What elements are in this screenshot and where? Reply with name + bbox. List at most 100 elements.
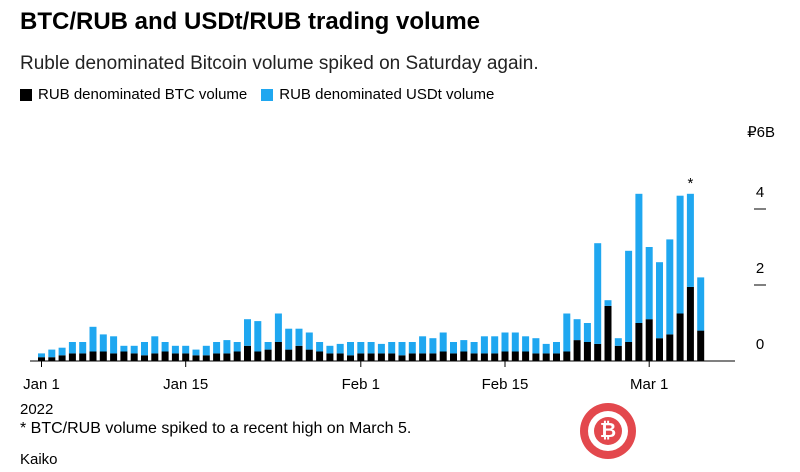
bar-btc-41: [460, 351, 468, 361]
x-year-label: 2022: [20, 401, 53, 418]
bar-usdt-50: [553, 342, 560, 354]
bar-usdt-18: [223, 340, 231, 354]
bar-usdt-46: [511, 332, 519, 352]
bar-usdt-14: [182, 345, 190, 354]
bar-btc-61: [666, 334, 674, 361]
bar-usdt-20: [244, 319, 251, 346]
bar-btc-0: [38, 357, 45, 361]
y-tick-label-2: 4: [756, 184, 764, 201]
bar-btc-19: [233, 351, 241, 361]
bar-usdt-4: [79, 342, 87, 354]
bar-usdt-12: [161, 342, 169, 352]
chart-title: BTC/RUB and USDt/RUB trading volume: [20, 8, 481, 35]
bar-btc-58: [635, 323, 643, 361]
bar-btc-30: [347, 355, 354, 361]
bar-usdt-32: [367, 342, 375, 354]
bar-usdt-34: [388, 342, 396, 354]
bar-usdt-16: [202, 345, 210, 356]
chart-legend: RUB denominated BTC volume RUB denominat…: [20, 86, 508, 103]
bar-usdt-52: [573, 319, 581, 341]
bar-usdt-22: [264, 342, 272, 350]
bar-usdt-17: [213, 342, 221, 354]
bar-usdt-63: [686, 193, 694, 287]
bar-btc-21: [254, 351, 262, 361]
x-tick-label-3: Feb 15: [482, 376, 529, 393]
bar-btc-60: [656, 338, 663, 361]
bar-btc-64: [697, 330, 705, 361]
x-tick-label-0: Jan 1: [23, 376, 60, 393]
bar-usdt-0: [38, 353, 45, 358]
bar-usdt-21: [254, 321, 262, 352]
bar-btc-20: [244, 345, 251, 361]
bar-usdt-47: [522, 336, 530, 352]
bar-usdt-30: [347, 342, 354, 356]
bar-btc-27: [316, 351, 324, 361]
bar-usdt-24: [285, 328, 293, 350]
bar-btc-47: [522, 351, 530, 361]
bar-btc-39: [439, 351, 447, 361]
x-tick-label-4: Mar 1: [630, 376, 668, 393]
bar-btc-44: [491, 353, 499, 361]
bar-usdt-13: [171, 345, 179, 354]
x-tick-label-1: Jan 15: [163, 376, 208, 393]
bar-btc-22: [264, 349, 272, 361]
bar-btc-52: [573, 340, 581, 361]
bar-usdt-3: [68, 342, 76, 354]
bar-usdt-61: [666, 239, 674, 335]
y-tick-label-0: 0: [756, 336, 764, 353]
bar-btc-34: [388, 353, 396, 361]
bar-usdt-49: [542, 343, 550, 354]
bar-btc-62: [676, 313, 684, 361]
bar-usdt-64: [697, 277, 705, 331]
bar-usdt-54: [594, 243, 602, 344]
bar-btc-29: [336, 353, 344, 361]
bar-btc-14: [182, 353, 190, 361]
bar-btc-23: [274, 342, 282, 361]
legend-label-usdt: RUB denominated USDt volume: [279, 86, 495, 103]
chart-source: Kaiko: [20, 451, 58, 468]
bar-btc-53: [583, 342, 591, 361]
bar-usdt-26: [305, 332, 313, 350]
bar-btc-59: [645, 319, 653, 361]
legend-swatch-usdt: [261, 88, 274, 101]
bar-btc-56: [614, 345, 622, 361]
bar-usdt-35: [398, 342, 406, 356]
bar-usdt-45: [501, 332, 509, 352]
bar-btc-12: [161, 351, 169, 361]
chart-footnote: * BTC/RUB volume spiked to a recent high…: [20, 420, 412, 437]
bar-btc-4: [79, 353, 87, 361]
bar-usdt-57: [625, 250, 633, 342]
bar-usdt-62: [676, 195, 684, 314]
bar-usdt-5: [89, 326, 97, 352]
bar-usdt-8: [120, 345, 128, 352]
bar-btc-9: [130, 353, 138, 361]
bar-btc-11: [151, 353, 159, 361]
bar-usdt-42: [470, 342, 478, 354]
bar-btc-16: [202, 355, 210, 361]
legend-item-btc: RUB denominated BTC volume: [20, 86, 247, 103]
bar-usdt-1: [48, 349, 56, 358]
bar-usdt-31: [357, 342, 365, 354]
bar-usdt-56: [614, 338, 622, 346]
bar-usdt-44: [491, 336, 499, 354]
bar-btc-54: [594, 343, 602, 361]
bar-usdt-53: [583, 323, 591, 342]
bar-usdt-23: [274, 313, 282, 342]
bar-usdt-51: [563, 313, 571, 352]
bar-btc-8: [120, 351, 128, 361]
bar-btc-25: [295, 345, 303, 361]
legend-item-usdt: RUB denominated USDt volume: [261, 86, 494, 103]
bar-btc-46: [511, 351, 519, 361]
bar-usdt-6: [99, 334, 107, 352]
bar-btc-35: [398, 355, 406, 361]
bar-usdt-60: [656, 262, 663, 339]
bar-btc-42: [470, 353, 478, 361]
bar-btc-13: [171, 353, 179, 361]
y-tick-label-1: 2: [756, 260, 764, 277]
bar-btc-37: [419, 353, 427, 361]
bar-btc-50: [553, 353, 560, 361]
bar-usdt-43: [480, 336, 488, 354]
bar-btc-15: [192, 355, 200, 361]
bar-btc-51: [563, 351, 571, 361]
bar-usdt-59: [645, 247, 653, 320]
